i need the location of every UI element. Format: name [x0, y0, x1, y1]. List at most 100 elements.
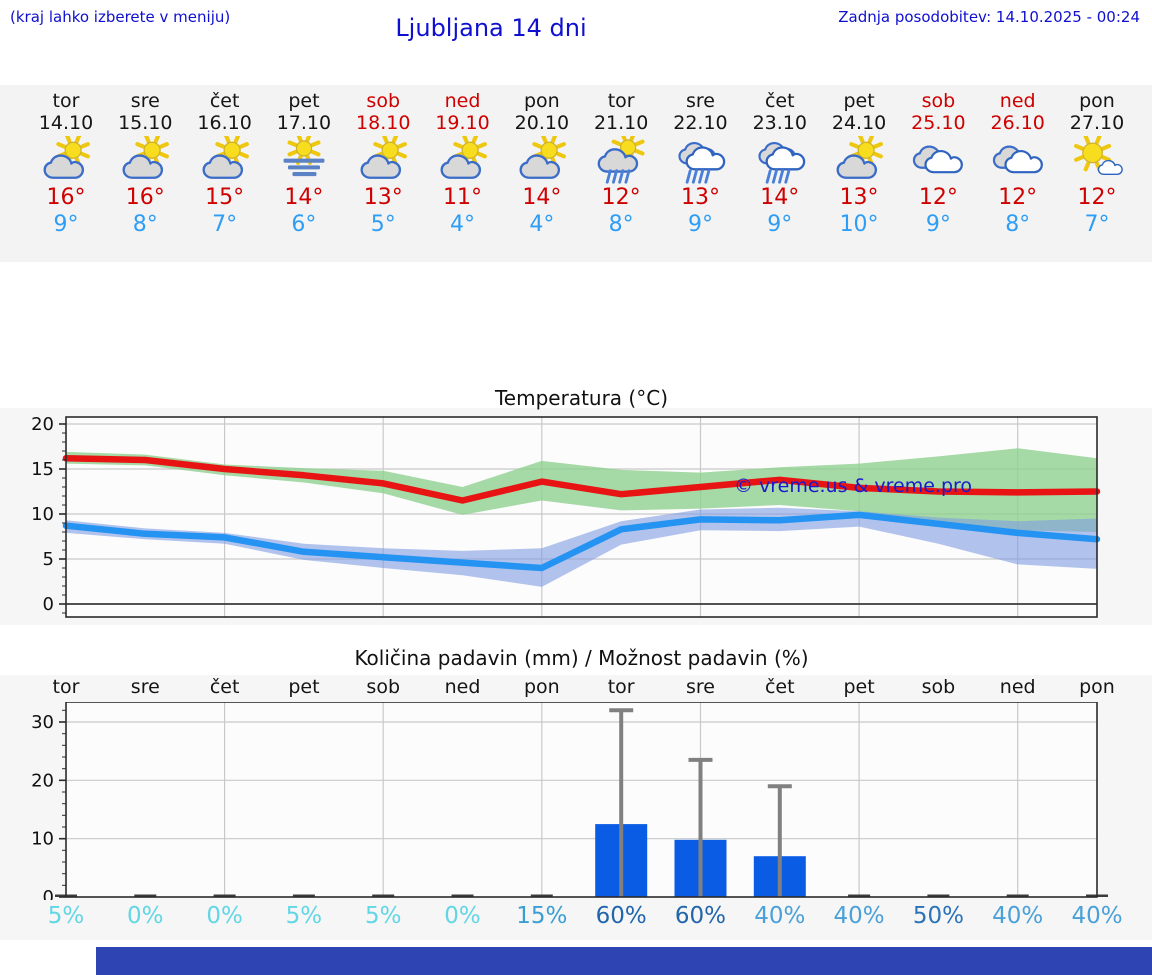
footer-bar — [96, 947, 1152, 975]
day-date: 23.10 — [752, 112, 807, 134]
error-whisker — [767, 784, 792, 897]
svg-text:0: 0 — [43, 594, 54, 615]
day-date: 17.10 — [276, 112, 332, 134]
low-temp: 9° — [687, 212, 713, 237]
forecast-day-20.10: pon 20.10 14° 4° — [502, 85, 582, 238]
forecast-day-19.10: ned 19.10 11° 4° — [423, 85, 503, 238]
precip-day-label: pon — [523, 676, 560, 698]
day-date: 22.10 — [673, 112, 728, 134]
sun-cloud-icon — [202, 136, 249, 179]
day-name: čet — [209, 90, 240, 112]
low-temp: 9° — [53, 212, 79, 237]
day-date: 24.10 — [831, 112, 887, 134]
day-name: tor — [607, 90, 635, 112]
forecast-day-18.10: sob 18.10 13° 5° — [343, 85, 423, 238]
high-temp: 12° — [998, 185, 1038, 210]
precip-day-label: tor — [52, 676, 80, 698]
high-temp: 12° — [1077, 185, 1117, 210]
low-temp: 7° — [1084, 212, 1110, 237]
high-temp: 14° — [522, 185, 562, 210]
precip-zero-mark — [1006, 894, 1029, 897]
precip-day-label: ned — [999, 676, 1036, 698]
day-name: ned — [444, 90, 481, 112]
sun-cloud-icon — [440, 136, 487, 179]
day-name: pet — [843, 90, 875, 112]
precip-probability: 60% — [595, 903, 647, 929]
precip-probability: 40% — [833, 903, 885, 929]
precip-zero-mark — [530, 894, 553, 897]
forecast-day-26.10: ned 26.10 12° 8° — [978, 85, 1058, 238]
clouds-rain-icon — [678, 141, 726, 184]
low-temp: 5° — [370, 212, 396, 237]
low-temp: 8° — [1005, 212, 1031, 237]
day-name: čet — [764, 90, 795, 112]
precip-probability: 5% — [47, 903, 85, 929]
precip-probability: 50% — [912, 903, 964, 929]
day-date: 18.10 — [356, 112, 411, 134]
location-note: (kraj lahko izberete v meniju) — [10, 8, 231, 26]
precip-day-label: sre — [685, 676, 715, 698]
precipitation-chart-title: Količina padavin (mm) / Možnost padavin … — [354, 646, 809, 670]
low-temp: 9° — [925, 212, 951, 237]
watermark-link[interactable]: © vreme.us & vreme.pro — [734, 475, 972, 497]
svg-text:5: 5 — [43, 549, 54, 570]
day-date: 19.10 — [435, 112, 490, 134]
svg-text:10: 10 — [31, 829, 54, 850]
low-temp: 7° — [212, 212, 238, 237]
precip-day-label: sob — [366, 676, 401, 698]
sun-cloud-icon — [122, 136, 170, 179]
precip-day-label: sob — [921, 676, 956, 698]
high-temp: 13° — [839, 185, 879, 210]
forecast-day-15.10: sre 15.10 16° 8° — [105, 85, 185, 238]
forecast-day-22.10: sre 22.10 13° 9° — [660, 85, 740, 238]
low-temp: 6° — [291, 212, 317, 237]
temperature-chart: 0 5 10 15 20 © vreme.us & vreme.pro — [31, 414, 1101, 618]
sun-cloud-icon — [836, 136, 883, 179]
sun-small-cloud-icon — [1074, 136, 1123, 176]
precip-day-labels: tor sre čet pet sob ned pon tor sre čet pet sob ned p… — [0, 676, 1152, 698]
day-name: sob — [921, 90, 956, 112]
svg-text:15: 15 — [31, 459, 54, 480]
forecast-day-14.10: tor 14.10 16° 9° — [26, 85, 106, 238]
precip-probability: 15% — [516, 903, 568, 929]
y-axis-ticks: 0 5 10 15 20 — [31, 414, 66, 615]
precip-zero-mark — [927, 894, 950, 897]
precip-zero-mark — [848, 894, 871, 897]
precip-probability: 40% — [1071, 903, 1123, 929]
day-name: ned — [999, 90, 1036, 112]
precip-probability: 40% — [992, 903, 1044, 929]
precip-day-label: pet — [843, 676, 875, 698]
high-temp: 12° — [918, 185, 958, 210]
error-whisker — [609, 708, 634, 897]
high-temp: 12° — [601, 185, 641, 210]
forecast-day-23.10: čet 23.10 14° 9° — [740, 85, 820, 238]
sun-cloud-icon — [360, 136, 408, 179]
precip-day-label: čet — [764, 676, 795, 698]
day-date: 26.10 — [990, 112, 1045, 134]
temp-line — [62, 511, 1101, 572]
svg-text:20: 20 — [31, 414, 54, 435]
precip-day-label: tor — [607, 676, 635, 698]
forecast-strip: tor 14.10 16° 9° sre 15.10 16° 8° čet 16.10 15° 7° p… — [0, 85, 1152, 262]
precip-zero-mark — [292, 894, 315, 897]
day-name: pon — [523, 90, 560, 112]
high-temp: 16° — [125, 185, 165, 210]
precip-day-label: pet — [288, 676, 320, 698]
forecast-day-27.10: pon 27.10 12° 7° — [1057, 85, 1137, 238]
day-date: 20.10 — [514, 112, 570, 134]
day-date: 27.10 — [1069, 112, 1125, 134]
svg-text:10: 10 — [31, 504, 54, 525]
day-name: sre — [130, 90, 160, 112]
high-temp: 16° — [46, 185, 86, 210]
fog-sun-icon — [283, 136, 325, 177]
forecast-day-21.10: tor 21.10 12° 8° — [581, 85, 661, 238]
temp-line — [62, 454, 1101, 504]
forecast-day-25.10: sob 25.10 12° 9° — [898, 85, 978, 238]
low-temp: 8° — [132, 212, 158, 237]
precip-day-label: pon — [1079, 676, 1115, 698]
day-name: pon — [1079, 90, 1115, 112]
high-temp: 11° — [443, 185, 483, 210]
day-name: sre — [685, 90, 715, 112]
day-name: sob — [366, 90, 401, 112]
